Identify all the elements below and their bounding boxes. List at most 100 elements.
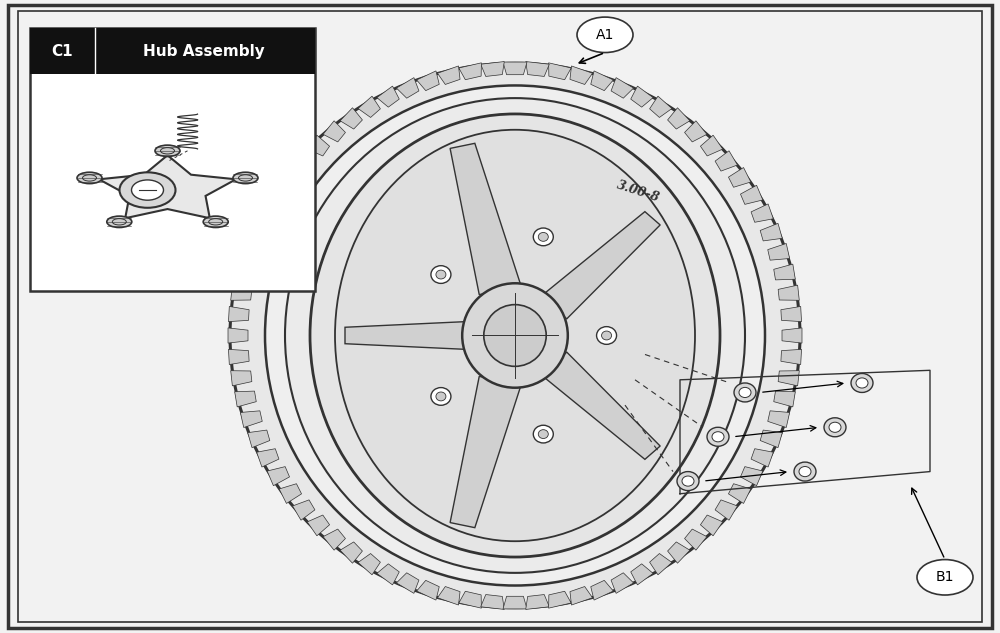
Polygon shape xyxy=(774,391,795,407)
Polygon shape xyxy=(228,306,249,322)
Ellipse shape xyxy=(436,270,446,279)
Ellipse shape xyxy=(824,418,846,437)
Polygon shape xyxy=(668,542,690,563)
Polygon shape xyxy=(248,430,270,448)
Polygon shape xyxy=(240,411,262,427)
Polygon shape xyxy=(417,580,439,600)
Polygon shape xyxy=(396,573,419,593)
Polygon shape xyxy=(228,349,249,365)
Ellipse shape xyxy=(335,130,695,541)
Polygon shape xyxy=(267,185,290,204)
Polygon shape xyxy=(377,564,399,585)
Polygon shape xyxy=(685,121,707,142)
Polygon shape xyxy=(481,61,504,77)
Polygon shape xyxy=(631,564,653,585)
Circle shape xyxy=(577,17,633,53)
Polygon shape xyxy=(526,594,549,610)
Polygon shape xyxy=(650,96,672,118)
Ellipse shape xyxy=(436,392,446,401)
Polygon shape xyxy=(293,500,315,520)
Ellipse shape xyxy=(533,425,553,443)
Polygon shape xyxy=(231,371,252,386)
Bar xyxy=(30,28,315,74)
Ellipse shape xyxy=(682,476,694,486)
Polygon shape xyxy=(715,151,737,171)
Ellipse shape xyxy=(155,145,180,156)
Ellipse shape xyxy=(431,266,451,284)
Polygon shape xyxy=(257,204,279,222)
Polygon shape xyxy=(340,108,362,129)
Polygon shape xyxy=(293,151,315,171)
Ellipse shape xyxy=(538,430,548,439)
Polygon shape xyxy=(700,515,723,536)
Ellipse shape xyxy=(794,462,816,481)
Polygon shape xyxy=(778,285,799,300)
Polygon shape xyxy=(591,71,613,91)
Polygon shape xyxy=(715,500,737,520)
Polygon shape xyxy=(751,449,773,467)
Bar xyxy=(30,28,315,291)
Ellipse shape xyxy=(77,172,102,184)
Polygon shape xyxy=(503,596,527,609)
Ellipse shape xyxy=(707,427,729,446)
Polygon shape xyxy=(728,484,751,503)
Polygon shape xyxy=(611,78,634,98)
Polygon shape xyxy=(231,285,252,300)
Polygon shape xyxy=(358,96,380,118)
Polygon shape xyxy=(279,484,302,503)
Polygon shape xyxy=(240,244,262,260)
Ellipse shape xyxy=(734,383,756,402)
Ellipse shape xyxy=(285,98,745,573)
Ellipse shape xyxy=(310,114,720,557)
Polygon shape xyxy=(358,553,380,575)
Polygon shape xyxy=(650,553,672,575)
Ellipse shape xyxy=(602,331,612,340)
Ellipse shape xyxy=(230,63,800,608)
Circle shape xyxy=(132,180,164,200)
Polygon shape xyxy=(481,594,504,610)
Polygon shape xyxy=(778,371,799,386)
Ellipse shape xyxy=(484,304,546,367)
Ellipse shape xyxy=(533,228,553,246)
Polygon shape xyxy=(782,328,802,343)
Polygon shape xyxy=(668,108,690,129)
Polygon shape xyxy=(257,449,279,467)
Ellipse shape xyxy=(829,422,841,432)
Polygon shape xyxy=(768,244,790,260)
Polygon shape xyxy=(740,467,763,486)
Polygon shape xyxy=(235,264,256,280)
Ellipse shape xyxy=(238,175,252,181)
Polygon shape xyxy=(417,71,439,91)
Circle shape xyxy=(917,560,973,595)
Polygon shape xyxy=(228,328,248,343)
Polygon shape xyxy=(549,63,571,80)
Polygon shape xyxy=(437,66,460,84)
Polygon shape xyxy=(396,78,419,98)
Polygon shape xyxy=(740,185,763,204)
Polygon shape xyxy=(459,591,481,608)
Ellipse shape xyxy=(851,373,873,392)
Polygon shape xyxy=(541,211,660,319)
Polygon shape xyxy=(307,515,330,536)
Polygon shape xyxy=(760,223,782,241)
Polygon shape xyxy=(760,430,782,448)
Polygon shape xyxy=(541,352,660,460)
Ellipse shape xyxy=(209,218,223,225)
Polygon shape xyxy=(307,135,330,156)
Ellipse shape xyxy=(712,432,724,442)
Polygon shape xyxy=(450,143,521,294)
Ellipse shape xyxy=(431,387,451,405)
Ellipse shape xyxy=(597,327,617,344)
Polygon shape xyxy=(751,204,773,222)
Polygon shape xyxy=(570,66,593,84)
Polygon shape xyxy=(591,580,613,600)
Ellipse shape xyxy=(112,218,126,225)
Polygon shape xyxy=(340,542,362,563)
Polygon shape xyxy=(570,587,593,605)
Polygon shape xyxy=(611,573,634,593)
Ellipse shape xyxy=(83,175,97,181)
Ellipse shape xyxy=(233,172,258,184)
Polygon shape xyxy=(526,61,549,77)
Polygon shape xyxy=(459,63,481,80)
Ellipse shape xyxy=(107,216,132,227)
